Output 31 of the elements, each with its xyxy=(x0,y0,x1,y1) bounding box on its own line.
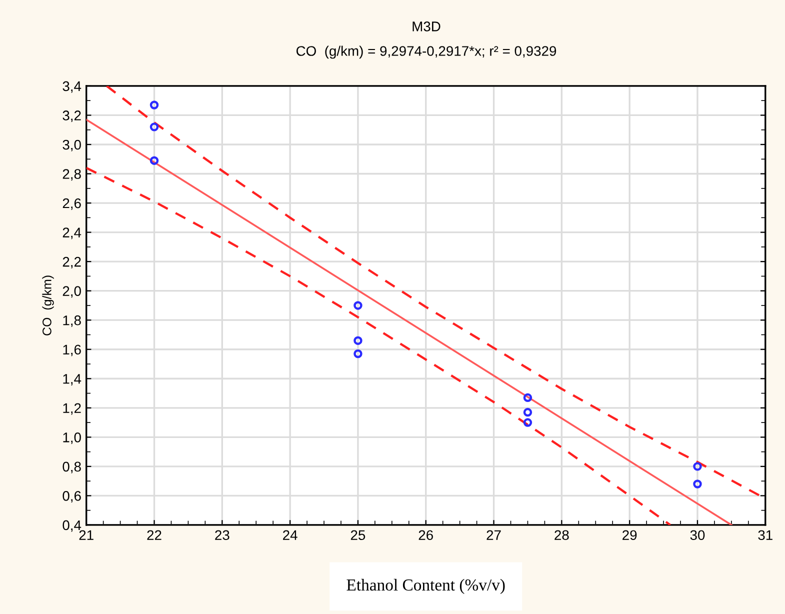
x-tick-label: 25 xyxy=(350,530,366,540)
x-tick-label: 31 xyxy=(758,530,772,540)
chart-title: M3D xyxy=(412,22,440,32)
y-tick-label: 3,4 xyxy=(62,81,82,93)
x-tick-label: 27 xyxy=(486,530,501,540)
y-tick-label: 3,2 xyxy=(62,110,81,122)
y-tick-label: 0,6 xyxy=(62,491,81,503)
y-tick-label: 1,8 xyxy=(63,315,81,327)
x-tick-label: 23 xyxy=(215,530,230,540)
y-tick-label: 3,0 xyxy=(62,140,81,152)
y-tick-label: 2,6 xyxy=(62,198,81,210)
x-tick-label: 26 xyxy=(418,530,433,540)
y-tick-label: 0,8 xyxy=(62,462,81,474)
chart-subtitle: CO (g/km) = 9,2974-0,2917*x; r² = 0,9329 xyxy=(296,46,556,59)
x-tick-label: 30 xyxy=(690,530,705,540)
x-tick-label: 24 xyxy=(283,530,298,540)
x-tick-label: 21 xyxy=(79,530,94,540)
y-tick-label: 2,8 xyxy=(62,169,81,181)
x-tick-label: 28 xyxy=(554,530,569,540)
y-tick-label: 2,2 xyxy=(62,256,81,268)
y-tick-label: 2,4 xyxy=(62,228,82,240)
y-tick-label: 1,6 xyxy=(63,344,81,356)
x-tick-label: 22 xyxy=(147,530,162,540)
x-tick-label: 29 xyxy=(622,530,637,540)
x-axis-title: Ethanol Content (%v/v) xyxy=(346,578,505,594)
y-tick-label: 1,4 xyxy=(63,374,82,386)
y-tick-label: 2,0 xyxy=(62,286,81,298)
y-tick-label: 1,2 xyxy=(63,403,81,415)
y-tick-label: 1,0 xyxy=(63,432,81,444)
y-axis-title: CO (g/km) xyxy=(42,276,54,336)
y-tick-label: 0,4 xyxy=(62,520,82,532)
